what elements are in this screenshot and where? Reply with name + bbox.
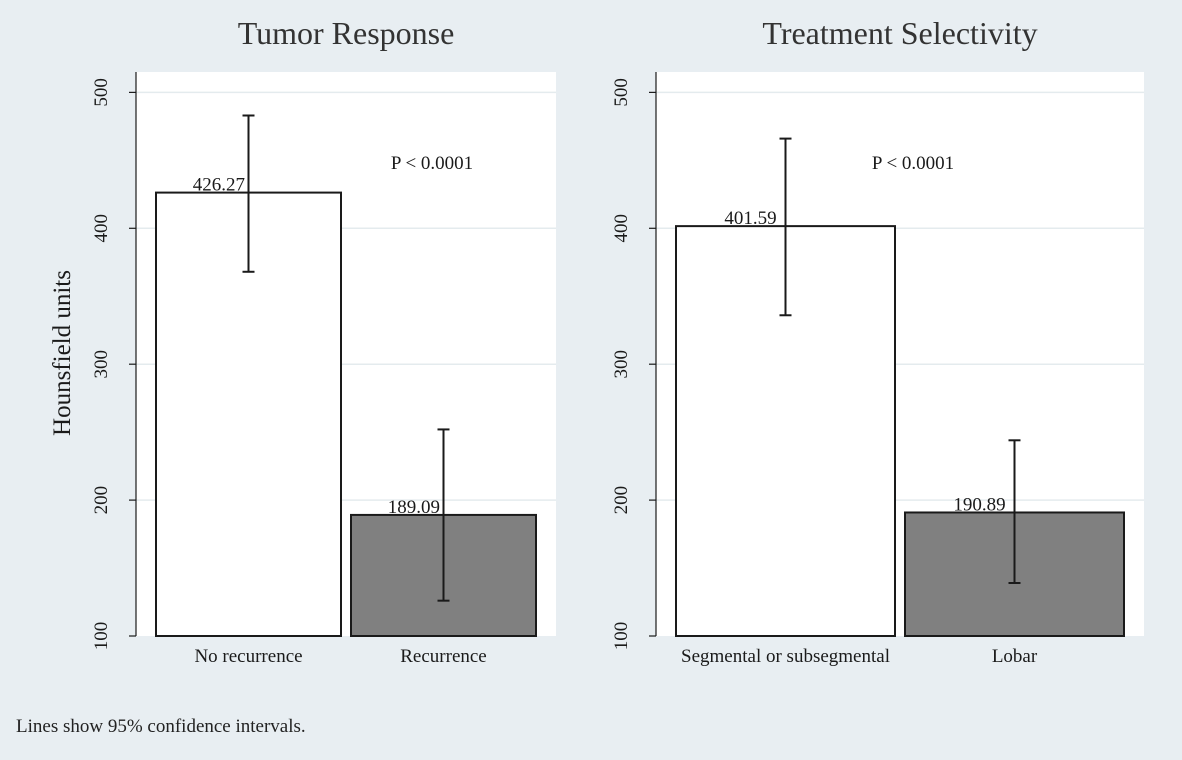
p-value-annotation: P < 0.0001 xyxy=(391,153,473,174)
x-category-label: Lobar xyxy=(992,646,1038,667)
x-category-label: Segmental or subsegmental xyxy=(681,646,890,667)
y-tick-label: 300 xyxy=(91,350,112,379)
y-tick-label: 100 xyxy=(91,622,112,651)
y-tick-label: 200 xyxy=(91,486,112,515)
chart-panel-2: 100 200 300 400 500 Treatment Selectivity 401.… xyxy=(611,15,1144,667)
y-tick-label: 200 xyxy=(611,486,632,515)
y-tick-label: 400 xyxy=(611,214,632,243)
x-category-label: Recurrence xyxy=(400,646,487,667)
bar-value-label: 189.09 xyxy=(388,497,440,518)
y-tick-label: 300 xyxy=(611,350,632,379)
p-value-annotation: P < 0.0001 xyxy=(872,153,954,174)
x-category-label: No recurrence xyxy=(194,646,302,667)
chart-panel-1: 100 200 300 400 500 Tumor Response 426.27 No re… xyxy=(91,15,556,667)
y-tick-label: 100 xyxy=(611,622,632,651)
chart-title: Treatment Selectivity xyxy=(762,15,1037,51)
y-tick-label: 500 xyxy=(611,78,632,107)
y-tick-label: 400 xyxy=(91,214,112,243)
confidence-interval-caption: Lines show 95% confidence intervals. xyxy=(16,716,306,737)
y-tick-label: 500 xyxy=(91,78,112,107)
y-axis-label: Hounsfield units xyxy=(49,270,76,436)
bar-value-label: 401.59 xyxy=(724,208,776,229)
bar-value-label: 426.27 xyxy=(193,175,245,196)
chart-panels: 100 200 300 400 500 Tumor Response 426.27 No re… xyxy=(91,15,1144,667)
bar-value-label: 190.89 xyxy=(953,494,1005,515)
chart-title: Tumor Response xyxy=(238,15,455,51)
